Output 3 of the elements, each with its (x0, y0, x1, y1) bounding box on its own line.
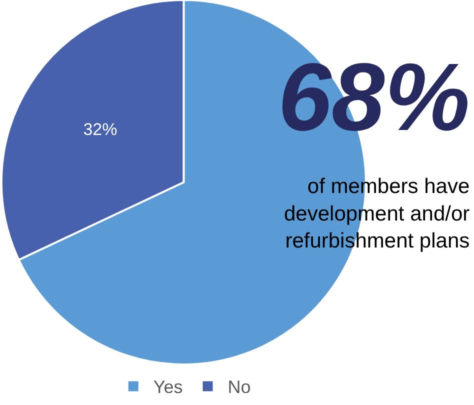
legend-label: Yes (153, 377, 183, 398)
legend-label: No (228, 377, 251, 398)
data-label: 32% (83, 120, 118, 139)
